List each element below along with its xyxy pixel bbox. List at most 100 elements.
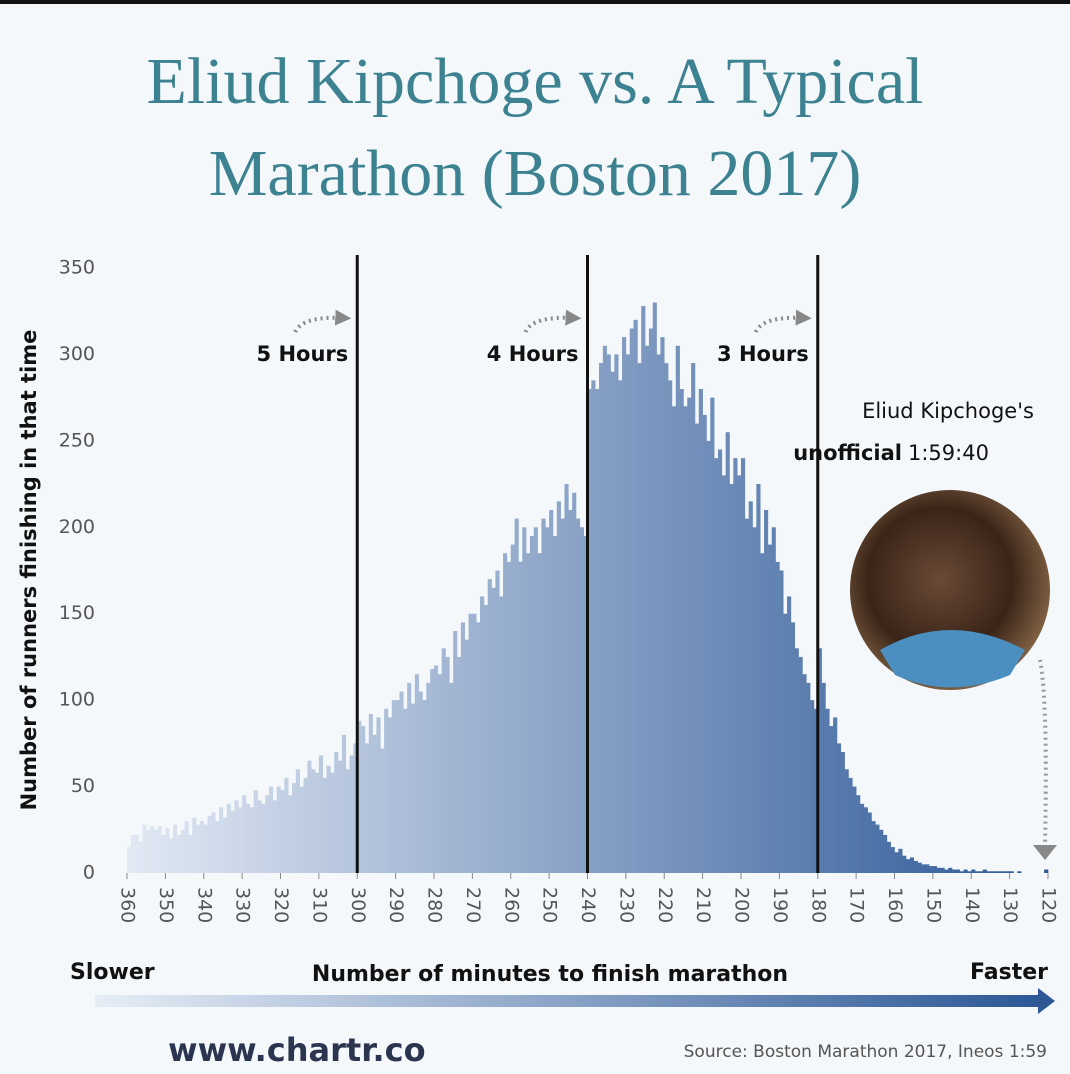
reference-label: 5 Hours: [257, 342, 349, 366]
bar: [161, 834, 166, 873]
bar: [848, 777, 853, 873]
bar: [575, 518, 581, 873]
bar: [706, 440, 711, 873]
reference-arrow: [523, 309, 582, 334]
photo-shirt: [880, 630, 1025, 688]
bar: [533, 527, 538, 873]
title-line: Eliud Kipchoge vs. A Typical: [147, 45, 924, 118]
bar: [146, 829, 151, 873]
bar: [173, 824, 178, 873]
bar: [249, 807, 254, 873]
bar: [902, 855, 907, 873]
bar: [391, 700, 396, 873]
bar: [403, 708, 408, 873]
bar: [625, 354, 631, 873]
bar: [579, 527, 584, 873]
x-tick-label: 310: [308, 887, 330, 923]
bar: [188, 834, 193, 873]
bar: [153, 829, 158, 873]
bar: [268, 786, 274, 873]
bar: [196, 824, 201, 873]
y-tick-label: 150: [59, 602, 95, 624]
bar: [476, 622, 481, 873]
bar: [242, 795, 247, 873]
bar: [468, 613, 473, 873]
bar: [176, 834, 182, 873]
bar: [940, 867, 945, 873]
bar: [157, 826, 162, 873]
bar: [821, 682, 826, 873]
bar: [944, 869, 949, 873]
bar: [192, 817, 197, 873]
bar: [556, 501, 561, 873]
direction-arrowhead: [1038, 988, 1055, 1014]
bar: [226, 803, 231, 873]
bar: [138, 841, 143, 873]
bar: [311, 769, 316, 873]
bar: [184, 821, 189, 873]
bar: [453, 631, 458, 873]
bar: [376, 717, 381, 873]
bar: [879, 829, 884, 873]
title-line: Marathon (Boston 2017): [209, 137, 862, 210]
bar: [349, 755, 354, 873]
bar: [671, 406, 677, 873]
y-tick-label: 100: [59, 689, 95, 711]
bar: [418, 691, 423, 873]
bar: [986, 871, 991, 873]
bar: [729, 484, 734, 873]
bar: [272, 800, 277, 873]
bar: [330, 772, 335, 873]
bar: [867, 812, 872, 873]
bar: [733, 458, 738, 873]
bar: [787, 596, 792, 873]
bar: [637, 363, 642, 873]
bar: [798, 656, 803, 873]
bar: [357, 720, 362, 873]
bar: [472, 613, 477, 873]
faster-label: Faster: [970, 960, 1048, 985]
annotation: Eliud Kipchoge's: [862, 399, 1034, 423]
bar: [526, 553, 531, 873]
bar: [480, 596, 485, 873]
bar: [134, 834, 139, 873]
bar: [802, 674, 807, 873]
bar: [622, 337, 627, 874]
bar: [288, 795, 293, 873]
bar: [652, 302, 657, 874]
bar: [829, 726, 834, 873]
bar: [698, 389, 703, 873]
bar: [971, 869, 976, 873]
bar: [510, 544, 515, 873]
y-tick-label: 200: [59, 516, 95, 538]
bar: [284, 777, 289, 873]
bar: [794, 648, 799, 873]
bar: [595, 389, 600, 873]
bar: [257, 800, 262, 873]
bar: [683, 406, 688, 873]
bar: [142, 824, 147, 873]
bar: [779, 570, 784, 873]
bar: [334, 752, 339, 873]
bar: [180, 829, 185, 873]
bar: [245, 803, 251, 873]
x-tick-label: 290: [385, 887, 407, 923]
x-tick-label: 340: [193, 887, 215, 923]
bar: [265, 795, 270, 873]
bar: [978, 871, 984, 873]
bar: [276, 786, 281, 873]
bar: [648, 328, 654, 873]
bar: [975, 871, 980, 873]
bar: [326, 765, 331, 873]
bar: [760, 553, 765, 873]
bar: [775, 561, 780, 873]
bar: [364, 743, 370, 873]
bar: [150, 826, 155, 873]
source: Source: Boston Marathon 2017, Ineos 1:59: [684, 1042, 1047, 1062]
bar: [817, 648, 822, 873]
bar: [495, 570, 500, 873]
bar: [295, 769, 300, 873]
bar: [906, 859, 911, 873]
bar: [199, 821, 205, 873]
